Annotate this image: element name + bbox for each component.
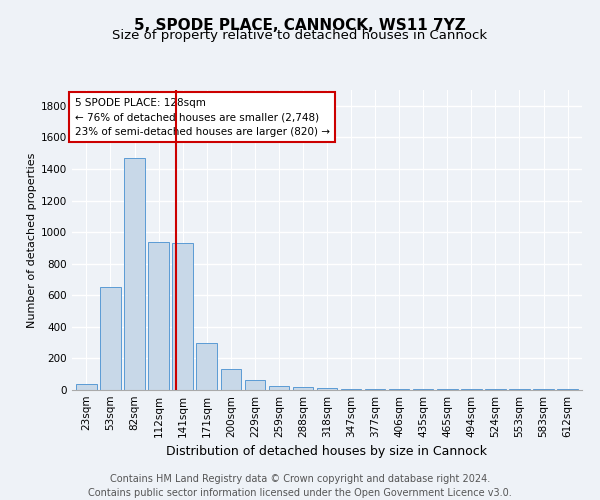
Bar (437, 389, 458, 390)
Bar (365, 389, 385, 390)
Bar (245, 380, 265, 390)
Bar (269, 386, 289, 390)
Bar (317, 388, 337, 390)
Bar (172, 243, 193, 390)
Bar (293, 387, 313, 390)
Bar (76, 384, 97, 390)
X-axis label: Distribution of detached houses by size in Cannock: Distribution of detached houses by size … (167, 446, 487, 458)
Text: Size of property relative to detached houses in Cannock: Size of property relative to detached ho… (112, 29, 488, 42)
Bar (389, 389, 409, 390)
Bar (461, 389, 482, 390)
Bar (100, 288, 121, 390)
Bar (124, 158, 145, 390)
Bar (221, 368, 241, 390)
Bar (509, 389, 530, 390)
Bar (533, 389, 554, 390)
Bar (148, 242, 169, 390)
Text: Contains HM Land Registry data © Crown copyright and database right 2024.
Contai: Contains HM Land Registry data © Crown c… (88, 474, 512, 498)
Bar (341, 388, 361, 390)
Bar (557, 389, 578, 390)
Text: 5, SPODE PLACE, CANNOCK, WS11 7YZ: 5, SPODE PLACE, CANNOCK, WS11 7YZ (134, 18, 466, 32)
Y-axis label: Number of detached properties: Number of detached properties (27, 152, 37, 328)
Bar (196, 342, 217, 390)
Bar (485, 389, 506, 390)
Text: 5 SPODE PLACE: 128sqm
← 76% of detached houses are smaller (2,748)
23% of semi-d: 5 SPODE PLACE: 128sqm ← 76% of detached … (74, 98, 329, 137)
Bar (413, 389, 433, 390)
